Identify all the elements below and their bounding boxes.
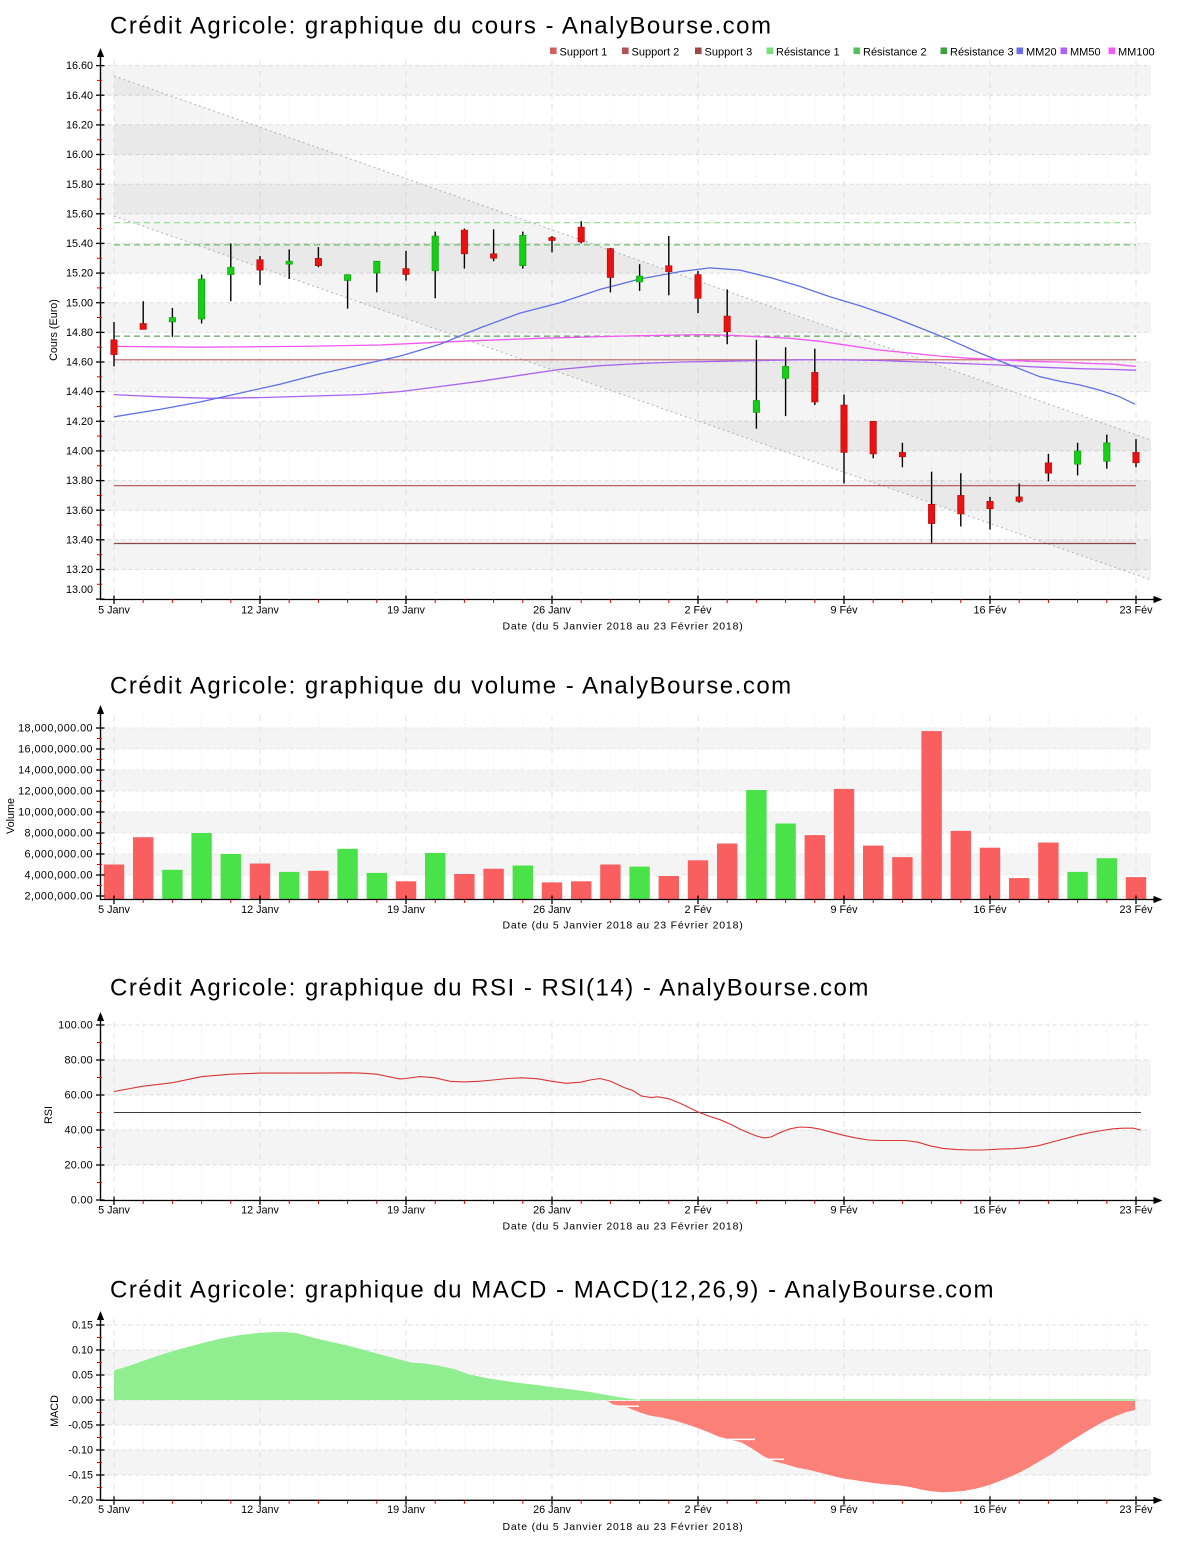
- svg-text:26 Janv: 26 Janv: [533, 605, 571, 617]
- svg-text:4,000,000.00: 4,000,000.00: [25, 870, 93, 882]
- svg-text:14.20: 14.20: [66, 416, 93, 428]
- svg-text:-0.20: -0.20: [68, 1495, 93, 1507]
- svg-text:2 Fév: 2 Fév: [684, 605, 712, 617]
- svg-text:9 Fév: 9 Fév: [830, 1205, 858, 1217]
- svg-text:Date (du 5 Janvier 2018 au 23: Date (du 5 Janvier 2018 au 23 Février 20…: [502, 1221, 743, 1233]
- svg-text:Crédit Agricole: graphique du: Crédit Agricole: graphique du RSI - RSI(…: [110, 975, 870, 1002]
- svg-text:0.15: 0.15: [72, 1320, 93, 1332]
- svg-text:Date (du 5 Janvier 2018 au 23: Date (du 5 Janvier 2018 au 23 Février 20…: [502, 920, 743, 932]
- svg-text:5 Janv: 5 Janv: [98, 1205, 130, 1217]
- svg-text:19 Janv: 19 Janv: [387, 904, 425, 916]
- svg-text:5 Janv: 5 Janv: [98, 904, 130, 916]
- svg-text:2 Fév: 2 Fév: [684, 904, 712, 916]
- svg-text:16.00: 16.00: [66, 149, 93, 161]
- svg-text:Résistance 2: Résistance 2: [863, 47, 927, 59]
- svg-text:Résistance 3: Résistance 3: [950, 47, 1014, 59]
- svg-text:5 Janv: 5 Janv: [98, 605, 130, 617]
- svg-text:MM100: MM100: [1118, 47, 1155, 59]
- svg-text:19 Janv: 19 Janv: [387, 1504, 425, 1516]
- svg-text:12 Janv: 12 Janv: [241, 605, 279, 617]
- svg-text:9 Fév: 9 Fév: [830, 605, 858, 617]
- svg-text:RSI: RSI: [43, 1106, 55, 1124]
- svg-text:16,000,000.00: 16,000,000.00: [18, 744, 93, 756]
- svg-text:0.00: 0.00: [72, 1395, 93, 1407]
- svg-text:0.10: 0.10: [72, 1345, 93, 1357]
- svg-text:MACD: MACD: [49, 1395, 61, 1427]
- svg-text:Support 2: Support 2: [632, 47, 680, 59]
- svg-text:14.60: 14.60: [66, 357, 93, 369]
- svg-text:100.00: 100.00: [58, 1020, 93, 1032]
- svg-text:14.80: 14.80: [66, 327, 93, 339]
- svg-text:40.00: 40.00: [64, 1125, 93, 1137]
- svg-text:13.60: 13.60: [66, 505, 93, 517]
- svg-text:Date (du 5 Janvier 2018 au 23: Date (du 5 Janvier 2018 au 23 Février 20…: [502, 621, 743, 633]
- svg-text:26 Janv: 26 Janv: [533, 1504, 571, 1516]
- svg-text:13.40: 13.40: [66, 534, 93, 546]
- svg-text:23 Fév: 23 Fév: [1119, 1205, 1153, 1217]
- svg-text:19 Janv: 19 Janv: [387, 605, 425, 617]
- svg-text:16.60: 16.60: [66, 60, 93, 72]
- svg-text:5 Janv: 5 Janv: [98, 1504, 130, 1516]
- svg-text:12 Janv: 12 Janv: [241, 1504, 279, 1516]
- svg-text:23 Fév: 23 Fév: [1119, 605, 1153, 617]
- svg-text:12,000,000.00: 12,000,000.00: [18, 786, 93, 798]
- svg-text:14.40: 14.40: [66, 386, 93, 398]
- svg-text:Crédit Agricole: graphique du: Crédit Agricole: graphique du cours - An…: [110, 13, 772, 40]
- svg-text:16 Fév: 16 Fév: [973, 605, 1007, 617]
- svg-text:0.05: 0.05: [72, 1370, 93, 1382]
- svg-text:16.40: 16.40: [66, 90, 93, 102]
- svg-text:MM20: MM20: [1026, 47, 1057, 59]
- svg-text:Support 1: Support 1: [560, 47, 608, 59]
- svg-text:13.80: 13.80: [66, 475, 93, 487]
- svg-text:10,000,000.00: 10,000,000.00: [18, 807, 93, 819]
- svg-text:6,000,000.00: 6,000,000.00: [25, 849, 93, 861]
- svg-text:2,000,000.00: 2,000,000.00: [25, 891, 93, 903]
- svg-text:-0.05: -0.05: [68, 1420, 93, 1432]
- svg-text:60.00: 60.00: [64, 1090, 93, 1102]
- svg-text:13.20: 13.20: [66, 564, 93, 576]
- svg-text:Crédit Agricole: graphique du: Crédit Agricole: graphique du MACD - MAC…: [110, 1277, 995, 1304]
- svg-text:15.40: 15.40: [66, 238, 93, 250]
- svg-text:15.00: 15.00: [66, 297, 93, 309]
- svg-text:2 Fév: 2 Fév: [684, 1504, 712, 1516]
- svg-text:26 Janv: 26 Janv: [533, 904, 571, 916]
- svg-text:19 Janv: 19 Janv: [387, 1205, 425, 1217]
- svg-text:Crédit Agricole: graphique du: Crédit Agricole: graphique du volume - A…: [110, 673, 793, 700]
- svg-text:14.00: 14.00: [66, 446, 93, 458]
- svg-text:Cours (Euro): Cours (Euro): [48, 299, 60, 361]
- svg-text:80.00: 80.00: [64, 1055, 93, 1067]
- svg-text:9 Fév: 9 Fév: [830, 1504, 858, 1516]
- svg-text:15.20: 15.20: [66, 268, 93, 280]
- svg-text:20.00: 20.00: [64, 1160, 93, 1172]
- svg-text:15.80: 15.80: [66, 179, 93, 191]
- svg-text:-0.10: -0.10: [68, 1445, 93, 1457]
- svg-text:16 Fév: 16 Fév: [973, 1205, 1007, 1217]
- svg-text:23 Fév: 23 Fév: [1119, 1504, 1153, 1516]
- svg-text:14,000,000.00: 14,000,000.00: [18, 765, 93, 777]
- svg-text:Date (du 5 Janvier 2018 au 23: Date (du 5 Janvier 2018 au 23 Février 20…: [502, 1521, 743, 1533]
- svg-text:0.00: 0.00: [71, 1195, 93, 1207]
- svg-text:MM50: MM50: [1070, 47, 1101, 59]
- svg-text:12 Janv: 12 Janv: [241, 904, 279, 916]
- svg-text:2 Fév: 2 Fév: [684, 1205, 712, 1217]
- svg-text:9 Fév: 9 Fév: [830, 904, 858, 916]
- svg-text:23 Fév: 23 Fév: [1119, 904, 1153, 916]
- svg-text:Volume: Volume: [5, 798, 17, 834]
- svg-text:26 Janv: 26 Janv: [533, 1205, 571, 1217]
- svg-text:15.60: 15.60: [66, 208, 93, 220]
- svg-text:16 Fév: 16 Fév: [973, 904, 1007, 916]
- svg-text:13.00: 13.00: [66, 584, 93, 596]
- svg-text:-0.15: -0.15: [68, 1470, 93, 1482]
- svg-text:12 Janv: 12 Janv: [241, 1205, 279, 1217]
- svg-text:18,000,000.00: 18,000,000.00: [18, 723, 93, 735]
- svg-text:Support 3: Support 3: [705, 47, 753, 59]
- svg-text:8,000,000.00: 8,000,000.00: [25, 828, 93, 840]
- svg-text:16.20: 16.20: [66, 120, 93, 132]
- svg-text:16 Fév: 16 Fév: [973, 1504, 1007, 1516]
- svg-text:Résistance 1: Résistance 1: [776, 47, 840, 59]
